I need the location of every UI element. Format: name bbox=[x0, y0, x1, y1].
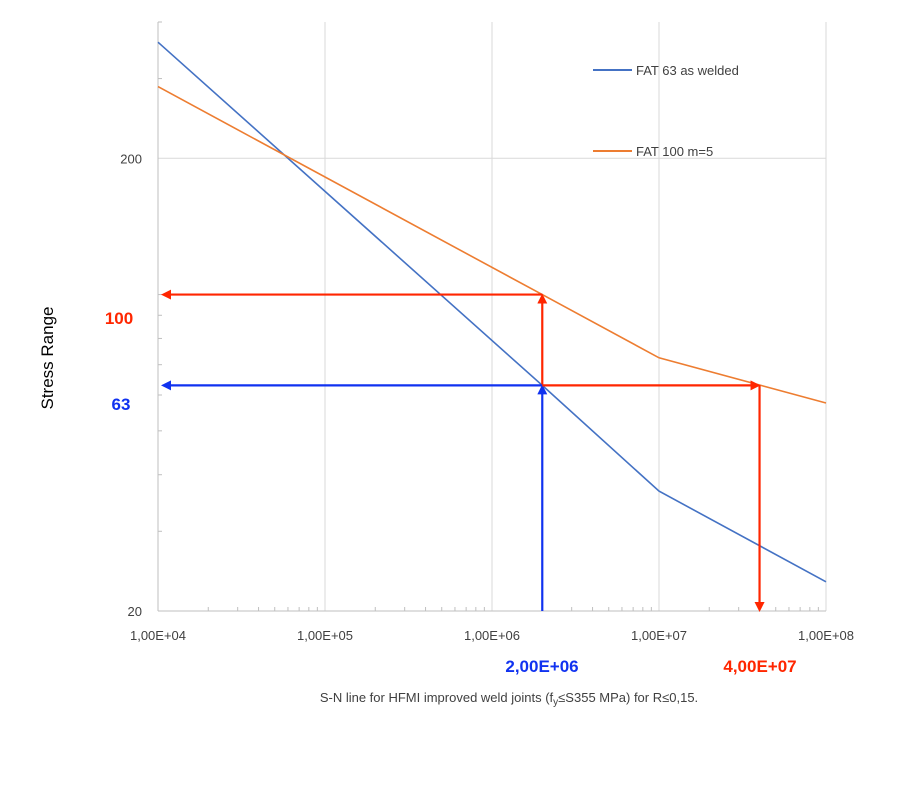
annotation-label-2e6: 2,00E+06 bbox=[505, 657, 578, 676]
series-line-fat63 bbox=[157, 41, 827, 583]
y-tick-label: 200 bbox=[120, 151, 142, 166]
chart-caption: S-N line for HFMI improved weld joints (… bbox=[320, 690, 698, 708]
y-axis-label: Stress Range bbox=[38, 307, 57, 410]
y-tick-label: 20 bbox=[128, 604, 142, 619]
annotation-label-63: 63 bbox=[112, 395, 131, 414]
x-tick-label: 1,00E+06 bbox=[464, 628, 520, 643]
legend: FAT 63 as welded FAT 100 m=5 bbox=[593, 63, 739, 159]
legend-label-fat100: FAT 100 m=5 bbox=[636, 144, 713, 159]
series-lines bbox=[157, 41, 827, 583]
x-tick-label: 1,00E+04 bbox=[130, 628, 186, 643]
annotation-label-100: 100 bbox=[105, 309, 133, 328]
x-tick-label: 1,00E+07 bbox=[631, 628, 687, 643]
x-tick-label: 1,00E+05 bbox=[297, 628, 353, 643]
grid-lines bbox=[157, 22, 827, 611]
series-line-fat100 bbox=[157, 85, 827, 404]
annotation-arrows bbox=[161, 289, 765, 612]
axes bbox=[157, 21, 826, 612]
x-tick-label: 1,00E+08 bbox=[798, 628, 854, 643]
tick-labels: 1,00E+04 1,00E+05 1,00E+06 1,00E+07 1,00E+08… bbox=[120, 151, 854, 643]
legend-label-fat63: FAT 63 as welded bbox=[636, 63, 739, 78]
annotation-label-4e7: 4,00E+07 bbox=[723, 657, 796, 676]
